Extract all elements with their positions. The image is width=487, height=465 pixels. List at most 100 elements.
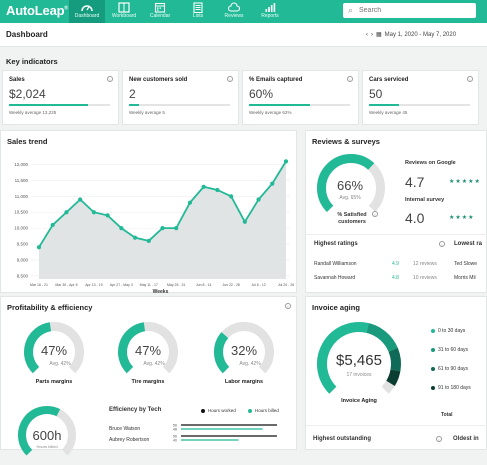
sales-point [256, 197, 261, 202]
kpi-card[interactable]: New customers sold 2 Weekly average 5 i [122, 70, 239, 125]
x-tick-label: May 25 - 31 [167, 283, 186, 287]
nav-calendar[interactable]: Calendar [142, 0, 178, 23]
sales-point [64, 210, 69, 215]
y-tick-label: 8,500 [17, 273, 29, 278]
rating-name[interactable]: Randall Williamson [314, 261, 357, 267]
margin-gauge-fill [24, 322, 52, 374]
nav-reviews[interactable]: Reviews [216, 0, 252, 23]
margin-gauge [24, 322, 84, 374]
info-icon[interactable]: i [372, 211, 378, 217]
x-tick-label: May 11 - 17 [140, 283, 158, 287]
autoleap-logo[interactable]: AutoLeap® [6, 3, 68, 18]
kpi-average: Weekly average 62% [249, 110, 292, 115]
hours-billed-label: 40 [173, 439, 177, 443]
kpi-progress-bar [249, 104, 350, 106]
kpi-value: $2,024 [9, 87, 46, 101]
profitability-card: Profitability & efficiency i 47% Avg. 42%… [0, 296, 297, 456]
hours-gauge [18, 406, 76, 456]
sales-trend-card: Sales trend 12,000 11,500 11,000 10,500 10,0… [0, 130, 297, 294]
info-icon[interactable]: i [107, 76, 113, 82]
lowest-name[interactable]: Morris Mil [454, 275, 476, 281]
kpi-label: Sales [9, 77, 25, 83]
kpi-progress-fill [369, 104, 400, 106]
margin-label: Tire margins [131, 379, 165, 385]
info-icon[interactable]: i [347, 76, 353, 82]
satisfied-label: % Satisfied customers [337, 212, 367, 225]
info-icon[interactable]: i [227, 76, 233, 82]
nav-workboard[interactable]: Workboard [106, 0, 142, 23]
list-icon [193, 2, 203, 13]
rating-score: 4.8 [392, 275, 399, 281]
nav-label: Reports [261, 13, 279, 19]
hours-sub: Hours billed [36, 444, 58, 449]
satisfied-gauge-fill [317, 154, 375, 213]
hours-billed-label: 48 [173, 428, 177, 432]
chevron-left-icon[interactable]: ‹ [366, 32, 368, 38]
tech-name[interactable]: Bruce Watson [109, 426, 141, 432]
y-tick-label: 9,000 [17, 257, 29, 262]
legend-dot [431, 347, 435, 352]
kpi-card[interactable]: Sales $2,024 Weekly average 13,225 i [2, 70, 119, 125]
legend-label: 91 to 180 days [438, 385, 471, 391]
margin-pct: 47% [40, 343, 68, 358]
sales-point [105, 213, 110, 218]
hours-gauge-fill [18, 406, 61, 456]
internal-stars: ★★★★ [449, 215, 475, 221]
nav-dashboard[interactable]: Dashboard [69, 0, 105, 23]
board-icon [118, 2, 130, 13]
cloud-icon [228, 2, 240, 12]
tech-name[interactable]: Aubrey Robertson [109, 437, 150, 443]
sales-point [229, 194, 234, 199]
kpi-card[interactable]: Cars serviced 50 Weekly average 45 i [362, 70, 479, 125]
sales-point [119, 226, 124, 231]
aging-legend-item: 31 to 60 days [431, 347, 468, 353]
search-input[interactable] [359, 5, 469, 16]
nav-lists[interactable]: Lists [180, 0, 216, 23]
date-range-picker[interactable]: ‹ › ▦ May 1, 2020 - May 7, 2020 [366, 31, 459, 38]
legend-dot [431, 385, 435, 390]
highest-outstanding-title: Highest outstanding [313, 436, 371, 442]
margin-label: Parts margins [35, 379, 73, 385]
kpi-progress-fill [249, 104, 310, 106]
margin-gauge [118, 322, 178, 374]
info-icon[interactable]: i [285, 303, 291, 309]
sales-trend-chart: 12,000 11,500 11,000 10,500 10,000 9,500 9,000… [14, 159, 294, 294]
sales-point [270, 181, 275, 186]
sales-point [215, 187, 220, 193]
chevron-right-icon[interactable]: › [371, 32, 373, 38]
margin-gauge [214, 322, 274, 374]
nav-label: Reviews [224, 13, 244, 19]
sales-area [39, 161, 286, 279]
nav-reports[interactable]: Reports [252, 0, 288, 23]
invoice-amount: $5,465 [336, 352, 382, 369]
info-icon[interactable]: i [436, 436, 442, 442]
kpi-value: 2 [129, 87, 136, 101]
kpi-progress-fill [129, 104, 140, 106]
dashboard-header: Dashboard ‹ › ▦ May 1, 2020 - May 7, 2020 [0, 23, 487, 47]
gauge-icon [81, 5, 93, 12]
info-icon[interactable]: i [467, 76, 473, 82]
date-range-label: May 1, 2020 - May 7, 2020 [384, 32, 457, 38]
invoice-aging-gauge [317, 322, 401, 394]
info-icon[interactable]: i [439, 241, 445, 247]
kpi-label: % Emails captured [249, 77, 303, 83]
invoice-segment [366, 323, 398, 353]
kpi-card[interactable]: % Emails captured 60% Weekly average 62% i [242, 70, 359, 125]
search-box[interactable]: ⌕ [343, 3, 476, 18]
highest-ratings-title: Highest ratings [314, 241, 358, 247]
calendar-icon [154, 2, 166, 13]
top-navigation-bar: AutoLeap® Dashboard Workboard Calendar L… [0, 0, 487, 23]
x-tick-label: Jun 8 - 14 [196, 283, 212, 287]
legend-label: 0 to 30 days [438, 328, 466, 334]
lowest-name[interactable]: Ted Slowe [454, 261, 478, 267]
kpi-label: New customers sold [129, 77, 188, 83]
x-axis-label: Weeks [153, 289, 169, 294]
rating-name[interactable]: Savannah Howard [314, 275, 356, 281]
sales-point [174, 226, 179, 231]
legend-dot [431, 328, 435, 333]
internal-survey-label: Internal survey [405, 197, 445, 203]
invoice-aging-card: Invoice aging $5,465 17 invoices Invoice… [305, 296, 487, 450]
y-tick-label: 12,000 [14, 162, 28, 167]
legend-dot [431, 366, 435, 371]
